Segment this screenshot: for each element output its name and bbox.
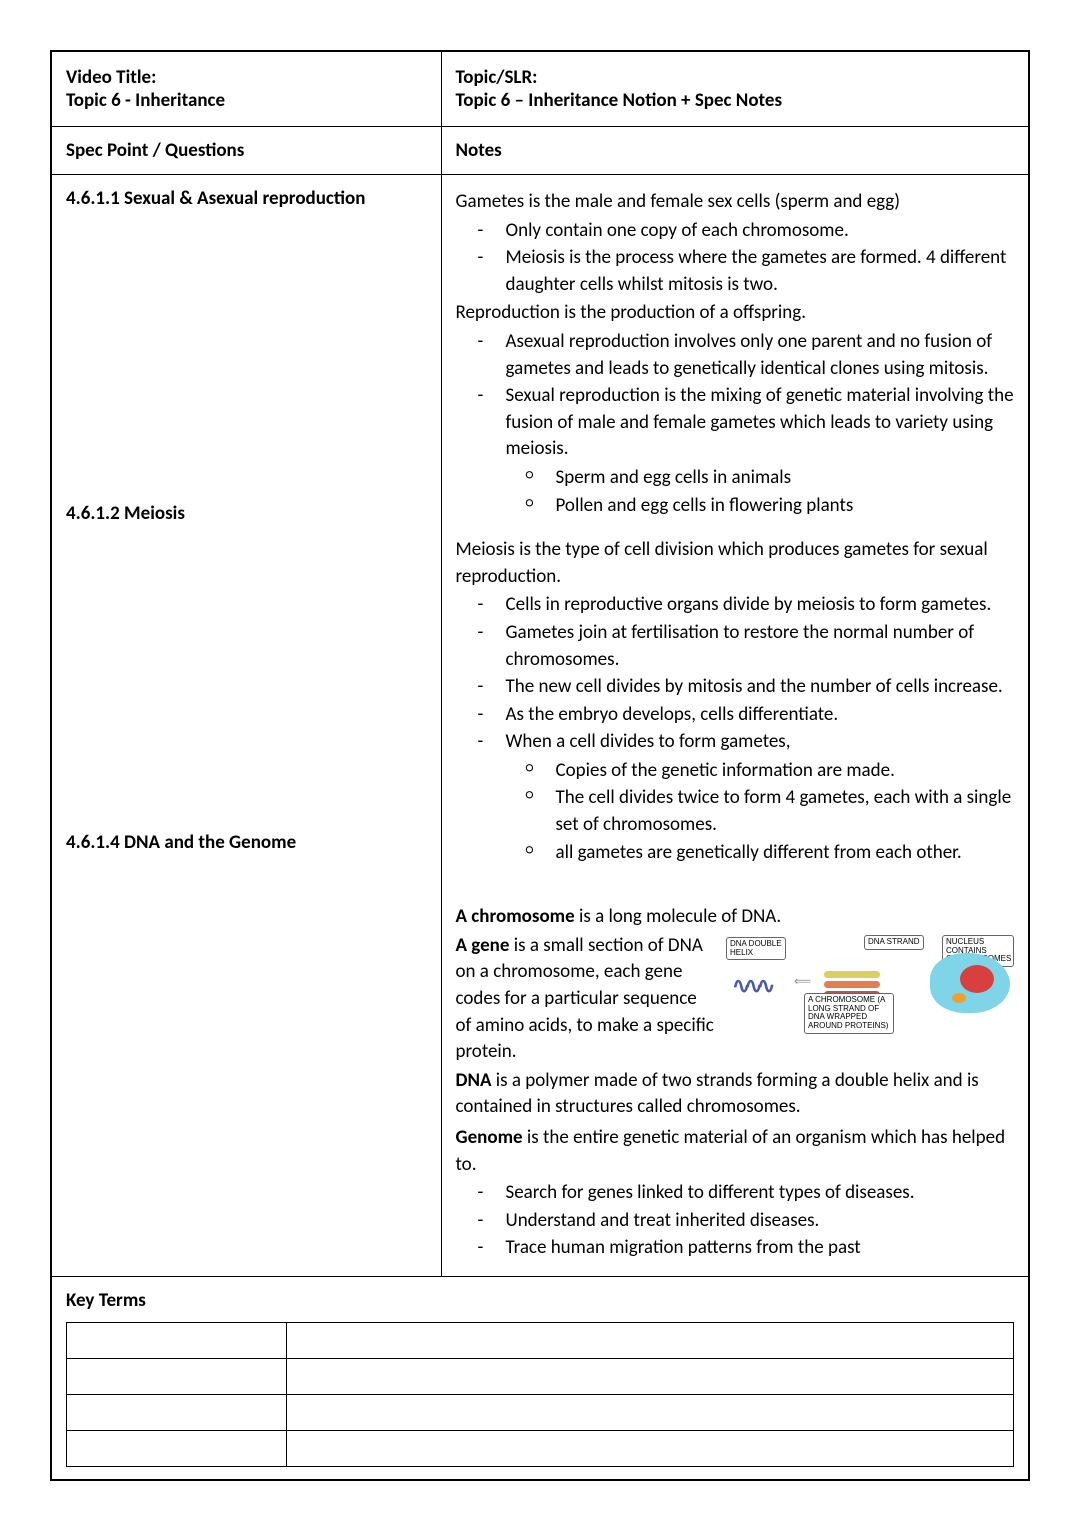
spec-column: 4.6.1.1 Sexual & Asexual reproduction 4.… [51,175,441,1277]
note-text: DNA is a polymer made of two strands for… [456,1068,1015,1121]
table-row [67,1430,1014,1466]
table-row [67,1394,1014,1430]
list-item: The cell divides twice to form 4 gametes… [556,785,1015,838]
dash-list: Search for genes linked to different typ… [456,1180,1015,1262]
table-row [67,1322,1014,1358]
video-title-value: Topic 6 - Inheritance [66,89,427,112]
list-item: all gametes are genetically different fr… [556,840,1015,867]
dash-list: Asexual reproduction involves only one p… [456,329,1015,463]
kt-cell [67,1430,287,1466]
dna-diagram: DNA DOUBLE HELIX DNA STRAND NUCLEUS CONT… [724,935,1014,1045]
list-item: As the embryo develops, cells differenti… [506,702,1015,729]
main-table: Video Title: Topic 6 - Inheritance Topic… [50,50,1030,1481]
spec-461-2: 4.6.1.2 Meiosis [66,502,427,525]
content-row: 4.6.1.1 Sexual & Asexual reproduction 4.… [51,175,1029,1277]
list-item: Copies of the genetic information are ma… [556,758,1015,785]
list-item: The new cell divides by mitosis and the … [506,674,1015,701]
kt-cell [287,1358,1014,1394]
list-item: Trace human migration patterns from the … [506,1235,1015,1262]
term-rest: is a polymer made of two strands forming… [456,1069,979,1119]
kt-cell [287,1322,1014,1358]
diagram-label-chromo: A CHROMOSOME (A LONG STRAND OF DNA WRAPP… [804,993,894,1034]
list-item: Sexual reproduction is the mixing of gen… [506,383,1015,463]
arrow-icon: ⟸ [794,973,811,990]
organelle-icon [952,993,966,1003]
key-terms-row: Key Terms [51,1276,1029,1480]
kt-cell [67,1358,287,1394]
note-text: Gametes is the male and female sex cells… [456,189,1015,216]
key-terms-table [66,1322,1014,1467]
list-item: When a cell divides to form gametes, [506,729,1015,756]
table-row [67,1358,1014,1394]
notes-column: Gametes is the male and female sex cells… [441,175,1029,1277]
video-title-label: Video Title: [66,66,427,89]
bold-term: Genome [456,1126,523,1149]
list-item: Cells in reproductive organs divide by m… [506,592,1015,619]
kt-cell [67,1322,287,1358]
list-item: Gametes join at fertilisation to restore… [506,620,1015,673]
term-rest: is a long molecule of DNA. [575,905,782,928]
diagram-label-strand: DNA STRAND [864,935,924,950]
diagram-label-helix: DNA DOUBLE HELIX [726,937,786,961]
note-text: Reproduction is the production of a offs… [456,300,1015,327]
kt-cell [67,1394,287,1430]
list-item: Search for genes linked to different typ… [506,1180,1015,1207]
bold-term: DNA [456,1069,492,1092]
header-row: Video Title: Topic 6 - Inheritance Topic… [51,51,1029,127]
nucleus-icon [960,965,994,993]
notes-header: Notes [441,127,1029,175]
list-item: Asexual reproduction involves only one p… [506,329,1015,382]
kt-cell [287,1430,1014,1466]
note-text: A chromosome is a long molecule of DNA. [456,904,1015,931]
dash-list: Cells in reproductive organs divide by m… [456,592,1015,756]
kt-cell [287,1394,1014,1430]
spec-461-1: 4.6.1.1 Sexual & Asexual reproduction [66,187,427,210]
dash-list: Only contain one copy of each chromosome… [456,218,1015,299]
term-rest: is the entire genetic material of an org… [456,1126,1006,1176]
list-item: Understand and treat inherited diseases. [506,1208,1015,1235]
spec-461-4: 4.6.1.4 DNA and the Genome [66,831,427,854]
circle-list: Sperm and egg cells in animals Pollen an… [456,465,1015,519]
circle-list: Copies of the genetic information are ma… [456,758,1015,866]
bold-term: A gene [456,934,510,957]
key-terms-heading: Key Terms [66,1289,1014,1312]
list-item: Only contain one copy of each chromosome… [506,218,1015,245]
list-item: Meiosis is the process where the gametes… [506,245,1015,298]
list-item: Pollen and egg cells in flowering plants [556,493,1015,520]
note-text: Meiosis is the type of cell division whi… [456,537,1015,590]
bold-term: A chromosome [456,905,575,928]
spec-header: Spec Point / Questions [51,127,441,175]
note-text: Genome is the entire genetic material of… [456,1125,1015,1178]
list-item: Sperm and egg cells in animals [556,465,1015,492]
topic-label: Topic/SLR: [456,66,1015,89]
helix-icon: ∿∿∿ [732,971,769,1002]
column-header-row: Spec Point / Questions Notes [51,127,1029,175]
topic-value: Topic 6 – Inheritance Notion + Spec Note… [456,89,1015,112]
